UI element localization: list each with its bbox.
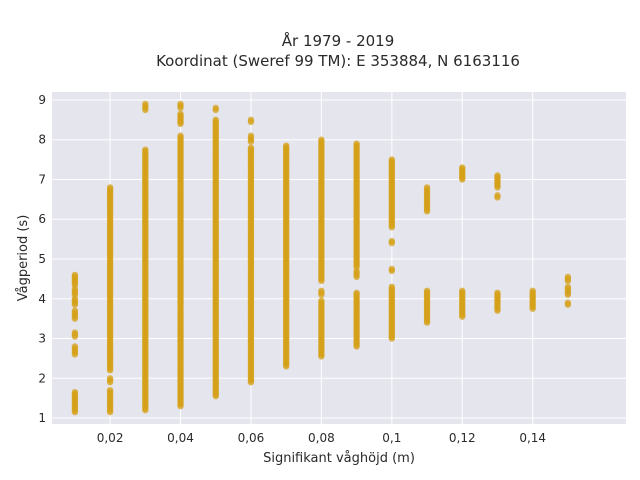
data-point <box>142 146 149 153</box>
y-tick-label: 6 <box>38 212 46 226</box>
data-point <box>142 100 149 108</box>
data-point <box>318 297 325 304</box>
data-point <box>177 132 184 139</box>
data-point <box>353 289 360 296</box>
data-point <box>71 329 79 336</box>
data-point <box>282 142 290 149</box>
y-tick-label: 9 <box>38 93 46 107</box>
data-point <box>247 132 255 139</box>
data-point <box>177 110 184 118</box>
chart-title-line-2: Koordinat (Sweref 99 TM): E 353884, N 61… <box>156 52 520 70</box>
data-point <box>318 136 325 143</box>
data-point <box>494 192 501 199</box>
data-point <box>388 237 396 245</box>
data-point <box>106 184 114 191</box>
data-point <box>564 299 572 306</box>
data-point <box>388 283 396 291</box>
data-point <box>529 287 536 294</box>
x-tick-label: 0,04 <box>167 431 194 445</box>
data-point <box>71 307 79 314</box>
y-axis-title: Vågperiod (s) <box>16 215 31 302</box>
x-axis-title: Signifikant våghöjd (m) <box>263 451 415 466</box>
data-point <box>247 144 255 151</box>
data-point <box>564 273 572 281</box>
data-point <box>318 287 325 294</box>
tick-labels: 0,02 0,04 0,06 0,08 0,1 0,12 0,14 1 2 3 4 5 6 7 8 9 <box>38 93 546 445</box>
data-point <box>106 375 114 382</box>
data-point <box>212 104 219 112</box>
data-point <box>388 156 396 163</box>
y-tick-label: 3 <box>38 332 46 346</box>
data-point <box>459 287 466 294</box>
y-tick-label: 2 <box>38 371 46 385</box>
data-point <box>177 100 184 108</box>
data-point <box>71 271 79 279</box>
data-point <box>247 116 255 124</box>
data-point <box>564 283 572 291</box>
data-points <box>71 100 572 416</box>
x-tick-label: 0,12 <box>449 431 476 445</box>
x-tick-label: 0,1 <box>382 431 401 445</box>
y-tick-label: 4 <box>38 292 46 306</box>
x-tick-label: 0,14 <box>519 431 546 445</box>
y-tick-label: 7 <box>38 172 46 186</box>
x-tick-label: 0,02 <box>97 431 124 445</box>
data-point <box>71 388 79 396</box>
y-tick-label: 5 <box>38 252 46 266</box>
y-tick-label: 8 <box>38 133 46 147</box>
data-point <box>388 265 396 273</box>
data-point <box>459 164 466 171</box>
data-point <box>494 172 501 179</box>
chart-title-line-1: År 1979 - 2019 <box>282 31 395 50</box>
x-tick-label: 0,06 <box>238 431 265 445</box>
data-point <box>494 289 501 296</box>
x-tick-label: 0,08 <box>308 431 335 445</box>
data-point <box>423 287 431 294</box>
data-point <box>106 387 114 394</box>
data-point <box>423 184 431 191</box>
data-point <box>353 140 360 147</box>
plot-area <box>52 92 626 424</box>
data-point <box>212 116 219 124</box>
data-point <box>71 343 79 350</box>
y-tick-label: 1 <box>38 411 46 425</box>
